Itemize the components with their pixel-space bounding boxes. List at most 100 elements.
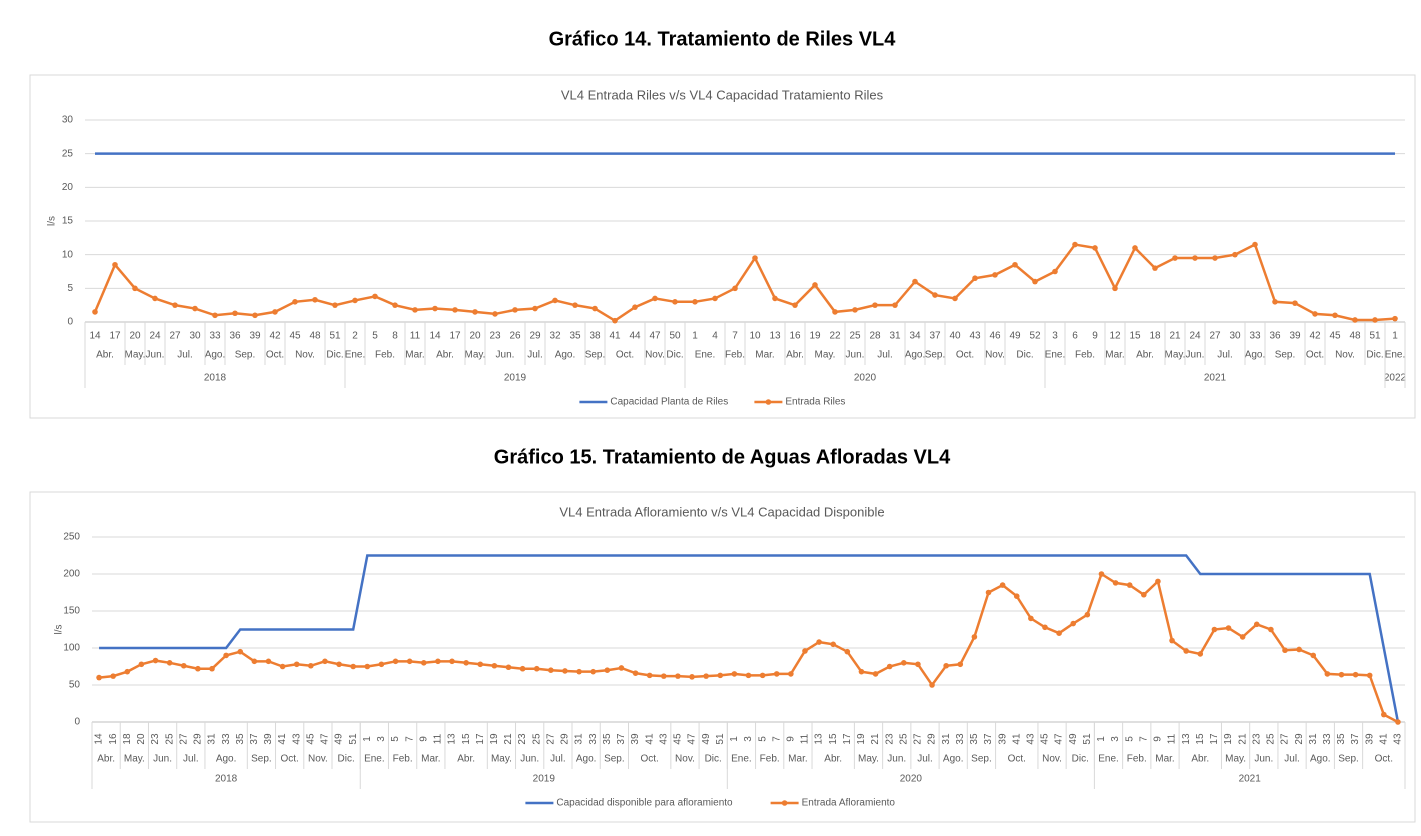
data-point — [858, 668, 865, 675]
x-tick-label: 15 — [461, 733, 472, 745]
x-tick-label: 9 — [785, 736, 796, 742]
x-tick-label: 7 — [1138, 736, 1149, 742]
chart-heading: Gráfico 14. Tratamiento de Riles VL4 — [549, 28, 897, 50]
x-tick-label: 3 — [1052, 331, 1058, 342]
x-tick-label: 18 — [1149, 331, 1161, 342]
year-label: 2019 — [533, 774, 556, 785]
data-point — [1296, 646, 1302, 653]
data-point — [592, 305, 598, 312]
y-tick-label: 0 — [67, 317, 73, 328]
legend-marker — [765, 399, 772, 405]
data-point — [612, 317, 618, 324]
year-label: 2020 — [900, 774, 923, 785]
x-tick-label: 16 — [108, 733, 119, 745]
y-tick-label: 20 — [62, 182, 74, 193]
x-tick-label: 38 — [589, 331, 601, 342]
month-label: Nov. — [645, 350, 665, 361]
data-point — [212, 312, 218, 319]
month-label: Mar. — [1155, 754, 1174, 765]
data-point — [901, 660, 907, 666]
data-point — [1211, 626, 1218, 633]
data-point — [1232, 251, 1238, 258]
data-point — [548, 667, 554, 673]
data-point — [1072, 241, 1078, 248]
x-tick-label: 27 — [178, 733, 189, 745]
month-label: Ene. — [731, 754, 752, 765]
month-label: Ago. — [205, 350, 226, 361]
x-tick-label: 25 — [531, 733, 542, 745]
data-point — [1112, 580, 1119, 586]
y-tick-label: 200 — [63, 569, 80, 580]
x-tick-label: 27 — [169, 331, 181, 342]
month-label: Ago. — [555, 350, 576, 361]
month-label: Oct. — [280, 754, 298, 765]
year-label: 2018 — [215, 774, 238, 785]
x-tick-label: 5 — [390, 736, 401, 742]
month-label: Jun. — [146, 350, 165, 361]
x-tick-label: 23 — [884, 733, 895, 745]
x-tick-label: 35 — [602, 733, 613, 745]
x-tick-label: 39 — [630, 733, 641, 745]
month-label: Mar. — [421, 754, 440, 765]
month-label: Dic. — [705, 754, 722, 765]
x-tick-label: 35 — [969, 733, 980, 745]
x-tick-label: 11 — [1167, 733, 1178, 744]
data-point — [180, 662, 187, 669]
legend-label: Capacidad Planta de Riles — [610, 397, 728, 408]
data-point — [472, 309, 478, 315]
data-point — [412, 307, 418, 313]
month-label: Oct. — [1008, 754, 1026, 765]
y-tick-label: 50 — [69, 680, 81, 691]
data-point — [992, 272, 998, 278]
data-point — [392, 658, 399, 665]
x-tick-label: 28 — [869, 331, 881, 342]
data-point — [491, 662, 498, 669]
data-point — [802, 648, 808, 654]
data-point — [788, 671, 794, 677]
x-tick-label: 48 — [309, 331, 321, 342]
x-tick-label: 13 — [1181, 733, 1192, 745]
data-point — [618, 665, 625, 671]
x-tick-label: 47 — [320, 733, 331, 745]
x-tick-label: 31 — [941, 733, 952, 745]
x-tick-label: 51 — [329, 331, 341, 342]
data-point — [1395, 719, 1401, 725]
month-label: Ago. — [943, 754, 964, 765]
month-label: Jun. — [496, 350, 515, 361]
month-label: Jun. — [887, 754, 906, 765]
data-point — [195, 665, 201, 672]
data-point — [812, 282, 818, 288]
data-point — [672, 299, 678, 305]
x-tick-label: 37 — [1350, 733, 1361, 745]
data-point — [1155, 578, 1161, 585]
data-point — [872, 302, 878, 308]
legend-label: Entrada Riles — [785, 397, 845, 408]
x-tick-label: 45 — [289, 331, 301, 342]
x-tick-label: 13 — [447, 733, 458, 745]
month-label: Abr. — [1191, 754, 1209, 765]
month-label: Ene. — [1045, 350, 1066, 361]
month-label: Sep. — [971, 754, 992, 765]
month-label: May. — [465, 350, 486, 361]
x-tick-label: 14 — [89, 331, 101, 342]
data-point — [336, 661, 342, 668]
data-point — [1052, 268, 1058, 275]
data-point — [1212, 255, 1218, 261]
x-tick-label: 27 — [1209, 331, 1221, 342]
data-point — [1310, 652, 1317, 659]
x-tick-label: 51 — [715, 733, 726, 745]
data-point — [477, 661, 484, 668]
x-tick-label: 12 — [1109, 331, 1121, 342]
x-tick-label: 43 — [1026, 733, 1037, 745]
x-tick-label: 8 — [392, 331, 398, 342]
data-point — [378, 661, 385, 668]
data-point — [1032, 278, 1038, 285]
year-label: 2018 — [204, 373, 227, 384]
legend-label: Entrada Afloramiento — [802, 798, 896, 809]
x-tick-label: 19 — [856, 733, 867, 745]
x-tick-label: 15 — [1129, 331, 1141, 342]
x-tick-label: 26 — [509, 331, 521, 342]
month-label: Abr. — [436, 350, 454, 361]
x-tick-label: 47 — [687, 733, 698, 745]
x-tick-label: 9 — [418, 736, 429, 742]
